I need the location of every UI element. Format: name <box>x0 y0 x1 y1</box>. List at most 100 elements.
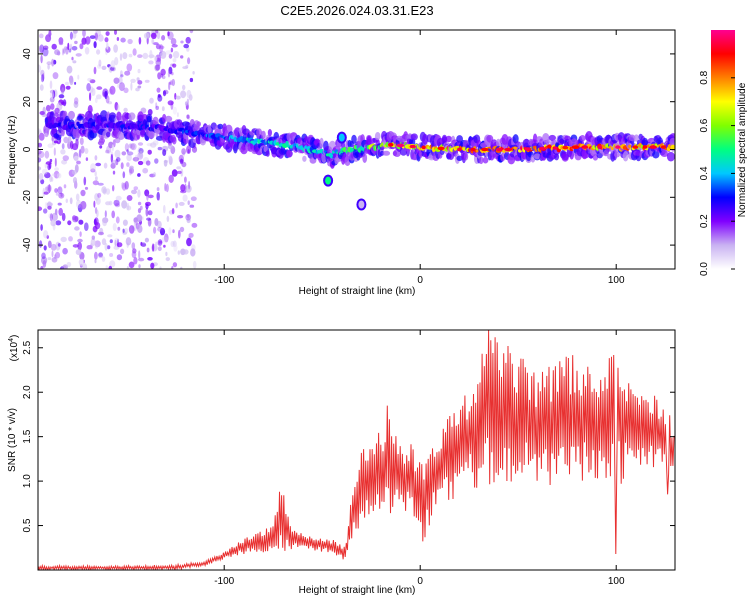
spectrogram-noise-cell <box>107 234 113 238</box>
spectrogram-noise-cell <box>78 149 82 158</box>
spectrogram-ridge-halo <box>374 132 381 141</box>
spectrogram-noise-cell <box>161 236 169 243</box>
spectrogram-noise-cell <box>63 48 66 54</box>
spectrogram-noise-cell <box>39 111 45 115</box>
spectrogram-noise-cell <box>138 264 141 269</box>
spectrogram-noise-cell <box>185 214 192 221</box>
spectrogram-noise-cell <box>98 252 104 259</box>
spectrogram-noise-cell <box>39 84 44 91</box>
spectrogram-noise-cell <box>171 78 176 87</box>
spectrogram-ridge-halo <box>628 134 636 142</box>
spectrogram-noise-cell <box>126 195 133 201</box>
spectrogram-noise-cell <box>97 140 105 146</box>
spectrogram-noise-cell <box>114 30 117 35</box>
spectrogram-noise-cell <box>187 200 190 205</box>
spectrogram-noise-cell <box>112 185 115 192</box>
spectrogram-ridge-halo <box>545 139 551 145</box>
spectrogram-noise-cell <box>180 184 186 192</box>
spectrogram-noise-cell <box>175 95 181 100</box>
spectrogram-noise-cell <box>97 192 102 198</box>
spectrogram-noise-cell <box>71 56 74 61</box>
spectrogram-ridge-halo <box>666 151 675 162</box>
spectrogram-noise-cell <box>135 87 140 92</box>
spectrogram-noise-cell <box>58 41 64 46</box>
snr-scale-close: ) <box>9 335 20 338</box>
spectrogram-noise-cell <box>97 34 104 42</box>
spectrogram-noise-cell <box>77 241 82 251</box>
spectrogram-noise-cell <box>51 257 58 263</box>
spectrogram-noise-cell <box>189 77 194 83</box>
spectrogram-noise-cell <box>155 105 159 110</box>
spectrogram-noise-cell <box>185 64 189 69</box>
spectrogram-noise-cell <box>137 142 144 146</box>
spectrogram-peak-cell <box>496 147 503 152</box>
spectrogram-ridge-halo <box>548 134 556 141</box>
spectrogram-noise-cell <box>44 163 47 169</box>
colorbar-tick-label: 0.8 <box>699 70 710 84</box>
spectrogram-noise-cell <box>94 193 99 201</box>
spectrogram-noise-cell <box>94 240 101 248</box>
spectrogram-noise-cell <box>124 143 129 152</box>
spectrogram-noise-cell <box>105 265 108 269</box>
spectrogram-noise-cell <box>144 79 150 83</box>
spectrogram-noise-cell <box>54 254 57 259</box>
spectrogram-noise-cell <box>110 60 116 68</box>
spectrogram-noise-cell <box>57 243 61 247</box>
spectrogram-noise-cell <box>62 247 68 255</box>
spectrogram-noise-cell <box>125 237 132 246</box>
spectrogram-noise-cell <box>103 162 108 169</box>
spectrogram-noise-cell <box>154 158 159 164</box>
spectrogram-noise-cell <box>137 173 141 177</box>
colorbar-ticks: 0.0 0.2 0.4 0.6 0.8 <box>699 70 735 276</box>
spectrogram-noise-cell <box>114 203 121 208</box>
spectrogram-noise-cell <box>85 157 89 162</box>
spectrogram-noise-cell <box>46 61 52 66</box>
spectrogram-x-tick-label: 100 <box>608 275 625 286</box>
snr-y-tick-label: 0.5 <box>22 518 33 532</box>
spectrogram-noise-cell <box>146 217 152 221</box>
spectrogram-peak-cell <box>409 144 416 149</box>
snr-x-axis: -100 0 100 <box>214 330 625 587</box>
spectrogram-noise-cell <box>157 94 161 98</box>
spectrogram-noise-cell <box>140 242 147 247</box>
spectrogram-noise-cell <box>124 70 131 76</box>
spectrogram-ridge-halo <box>456 135 463 143</box>
spectrogram-noise-cell <box>172 229 175 234</box>
spectrogram-noise-cell <box>38 132 45 141</box>
colorbar-tick-label: 0.2 <box>699 214 710 228</box>
spectrogram-noise-cell <box>97 182 104 186</box>
spectrogram-ridge-halo <box>256 128 263 137</box>
spectrogram-noise-cell <box>116 37 120 41</box>
spectrogram-noise-cell <box>38 157 42 163</box>
spectrogram-ridge-halo <box>569 148 575 160</box>
spectrogram-noise-cell <box>42 260 47 268</box>
spectrogram-noise-cell <box>145 203 149 210</box>
spectrogram-noise-cell <box>104 210 107 218</box>
spectrogram-noise-cell <box>106 245 111 250</box>
spectrogram-x-tick-label: -100 <box>214 275 234 286</box>
spectrogram-noise-cell <box>192 71 195 75</box>
spectrogram-noise-cell <box>51 43 57 50</box>
spectrogram-noise-cell <box>146 143 153 147</box>
spectrogram-noise-cell <box>181 148 187 155</box>
spectrogram-noise-cell <box>157 72 162 80</box>
spectrogram-noise-cell <box>149 49 153 59</box>
spectrogram-noise-cell <box>58 207 63 216</box>
spectrogram-noise-cell <box>89 86 94 93</box>
spectrogram-noise-cell <box>153 226 157 234</box>
spectrogram-noise-cell <box>47 63 50 70</box>
spectrogram-noise-cell <box>43 45 49 50</box>
spectrogram-noise-cell <box>78 258 85 266</box>
spectrogram-noise-cell <box>54 167 59 172</box>
spectrogram-peak-cell <box>552 146 558 150</box>
spectrogram-noise-cell <box>186 237 192 247</box>
snr-scale-exponent: 4 <box>8 338 15 342</box>
spectrogram-noise-cell <box>138 250 141 259</box>
spectrogram-noise-cell <box>128 143 133 149</box>
spectrogram-noise-cell <box>38 142 43 148</box>
spectrogram-ridge-halo <box>263 145 268 153</box>
spectrogram-ridge-halo <box>60 128 65 137</box>
spectrogram-noise-cell <box>39 33 44 39</box>
spectrogram-noise-cell <box>162 90 167 97</box>
spectrogram-noise-cell <box>111 144 114 152</box>
